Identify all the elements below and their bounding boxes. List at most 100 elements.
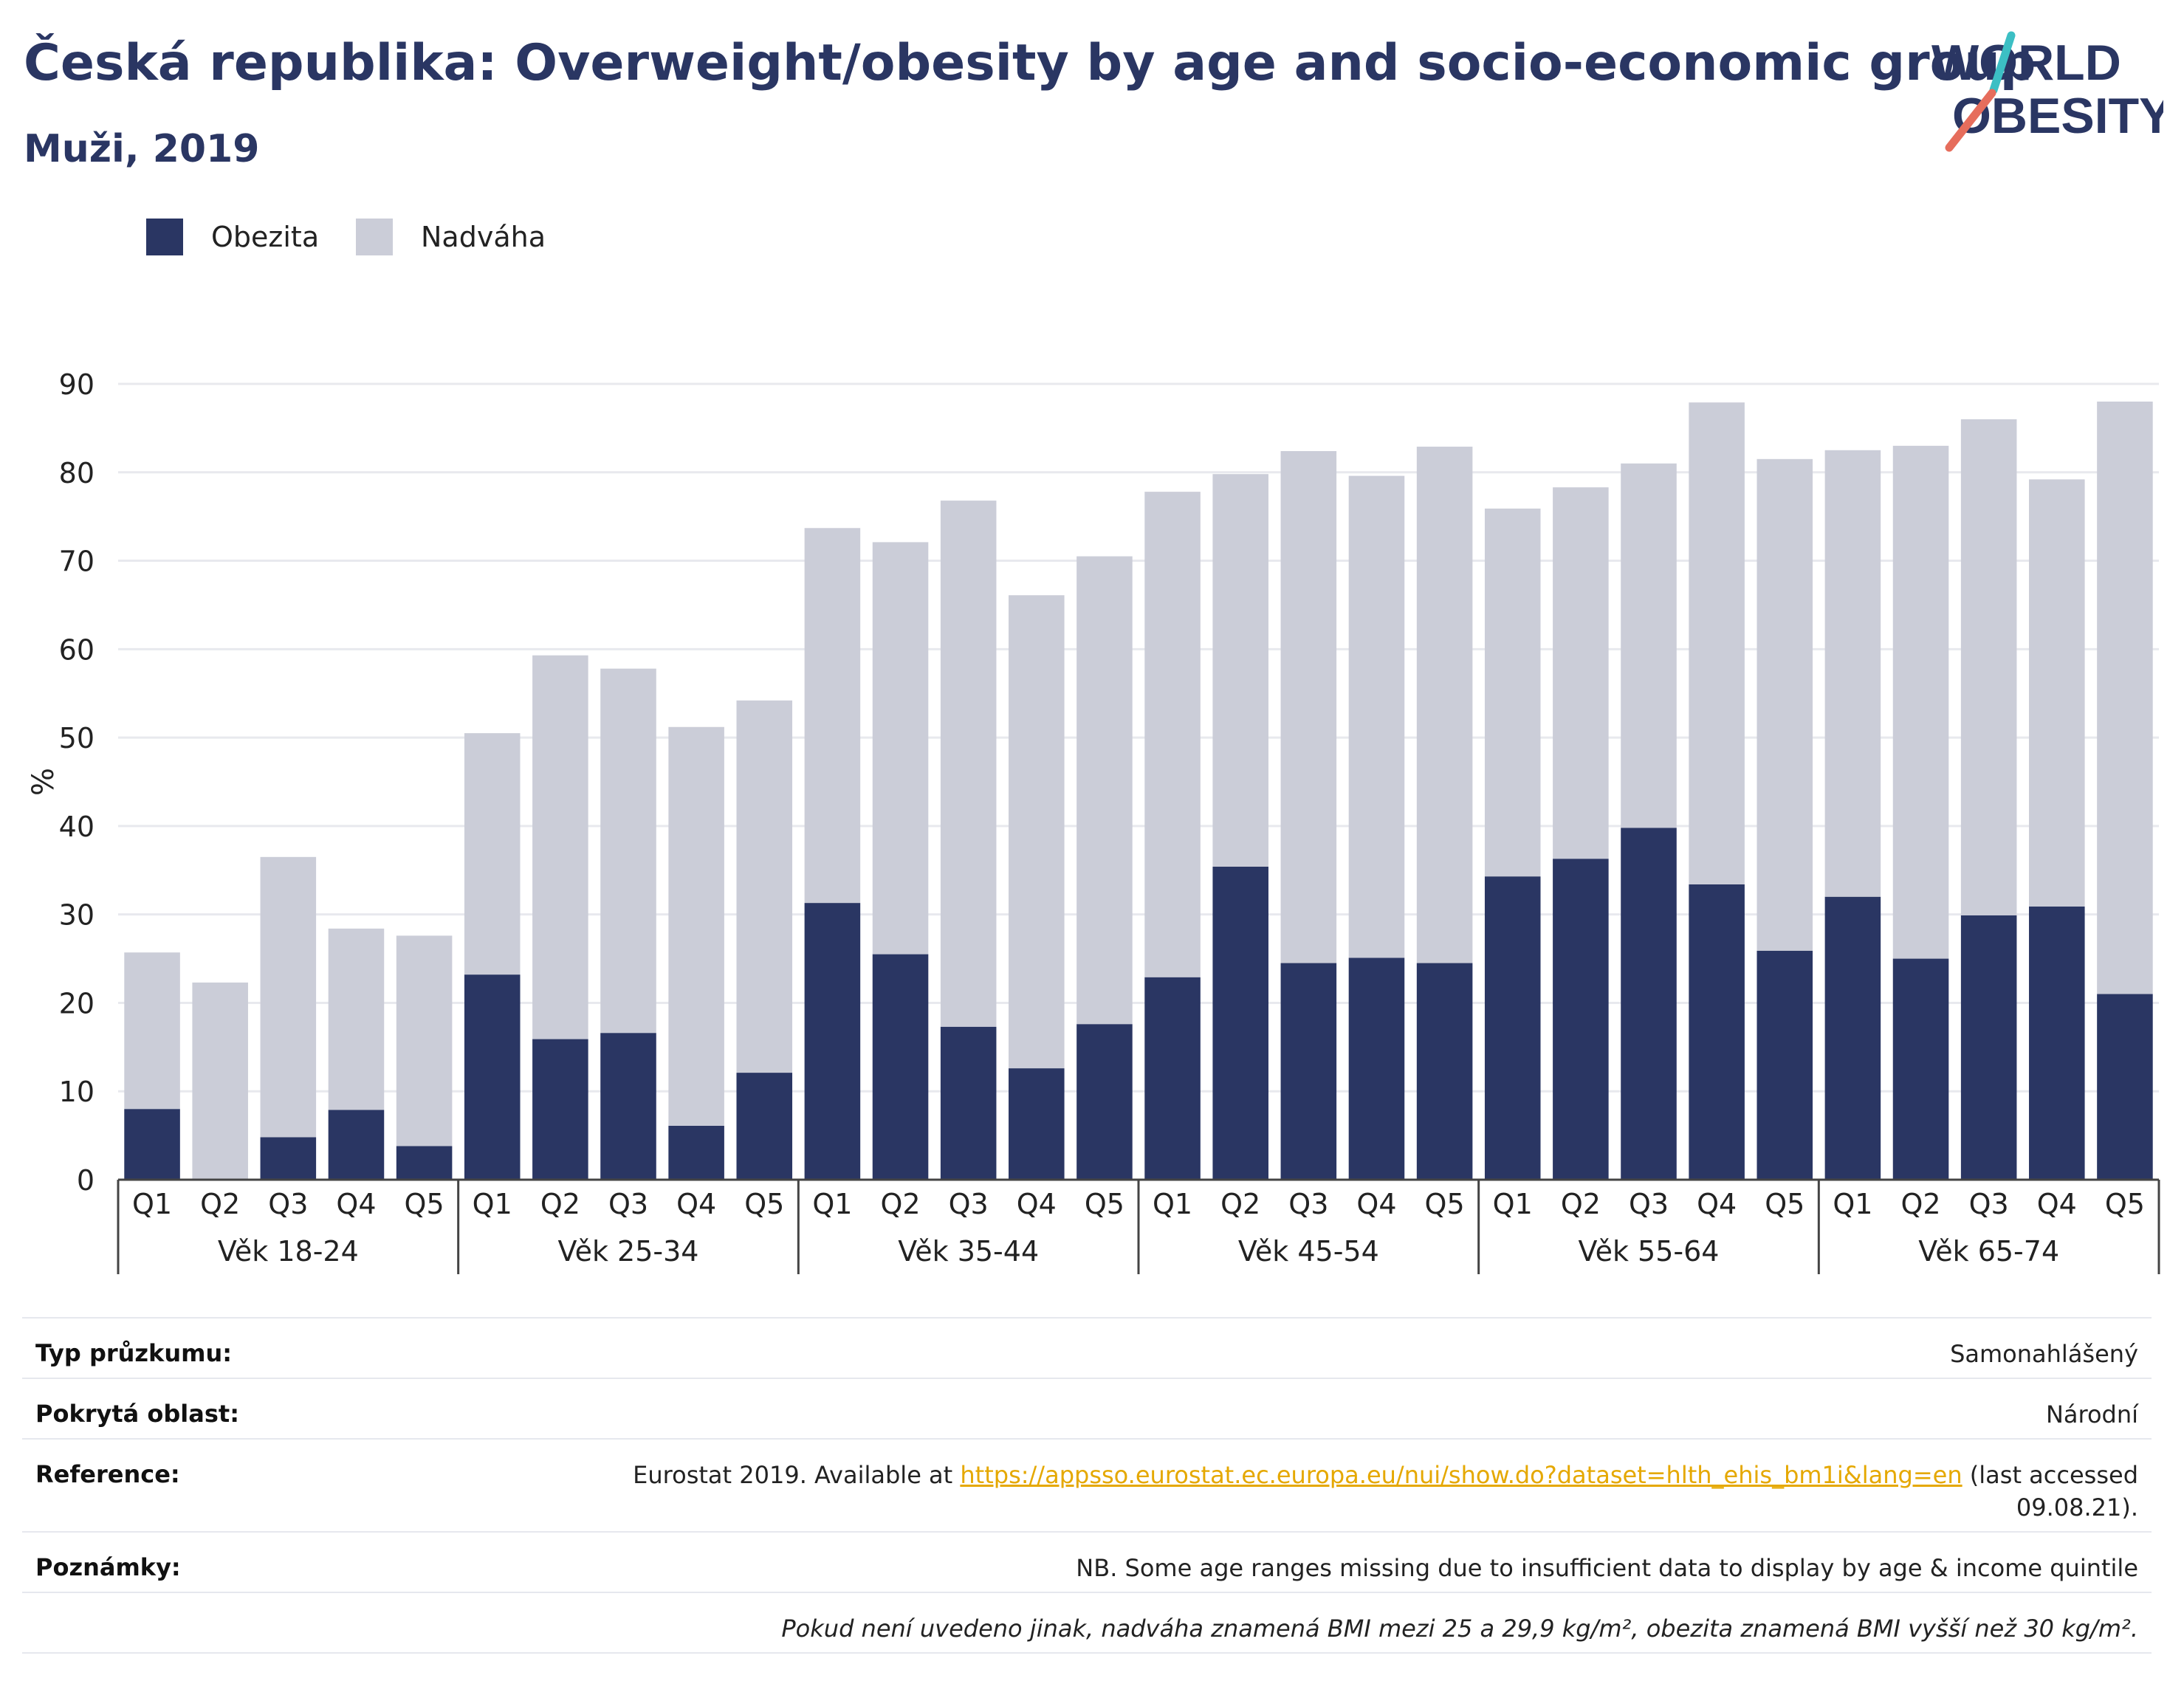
x-tick-label-g4-q3: Q3 (1288, 1188, 1328, 1220)
group-label-3: Věk 35-44 (898, 1235, 1039, 1268)
legend-label-obezita: Obezita (211, 221, 320, 253)
x-tick-label-g1-q5: Q5 (405, 1188, 444, 1220)
reference-link[interactable]: https://appsso.eurostat.ec.europa.eu/nui… (960, 1461, 1962, 1489)
bar-obezita-g6-q3 (1960, 915, 2017, 1180)
bar-nadvaha-g1-q1 (124, 952, 180, 1110)
x-tick-label-g2-q4: Q4 (676, 1188, 716, 1220)
bar-nadvaha-g2-q3 (600, 668, 656, 1034)
bar-obezita-g6-q5 (2097, 994, 2153, 1180)
bar-nadvaha-g6-q5 (2097, 401, 2153, 994)
bar-nadvaha-g3-q2 (872, 542, 929, 955)
bar-nadvaha-g3-q1 (804, 528, 861, 904)
group-label-2: Věk 25-34 (558, 1235, 699, 1268)
bar-obezita-g6-q4 (2029, 906, 2085, 1180)
bar-obezita-g5-q2 (1553, 859, 1609, 1180)
bar-nadvaha-g2-q1 (464, 733, 521, 975)
x-tick-label-g2-q2: Q2 (540, 1188, 580, 1220)
bar-obezita-g3-q1 (804, 903, 861, 1180)
bar-obezita-g4-q2 (1212, 866, 1268, 1180)
x-tick-label-g1-q4: Q4 (336, 1188, 376, 1220)
x-tick-label-g3-q5: Q5 (1085, 1188, 1124, 1220)
y-tick-label-60: 60 (59, 633, 95, 666)
bar-nadvaha-g4-q1 (1144, 492, 1201, 977)
x-tick-label-g5-q4: Q4 (1697, 1188, 1737, 1220)
bar-nadvaha-g4-q5 (1416, 447, 1473, 963)
info-row-definition: Pokud není uvedeno jinak, nadváha znamen… (22, 1592, 2152, 1654)
chart-subtitle: Muži, 2019 (24, 127, 260, 171)
y-tick-label-80: 80 (59, 457, 95, 489)
bar-obezita-g3-q3 (940, 1026, 997, 1180)
bar-obezita-g2-q2 (532, 1039, 588, 1180)
reference-suffix-date: 09.08.21). (2016, 1493, 2138, 1522)
bar-nadvaha-g2-q2 (532, 655, 588, 1039)
info-table: Typ průzkumu: Samonahlášený Pokrytá obla… (22, 1317, 2152, 1654)
bar-nadvaha-g6-q1 (1824, 450, 1881, 897)
y-tick-label-90: 90 (59, 368, 95, 401)
bar-obezita-g1-q4 (328, 1110, 385, 1180)
x-tick-label-g4-q5: Q5 (1425, 1188, 1465, 1220)
bar-obezita-g5-q4 (1689, 884, 1745, 1180)
bar-obezita-g3-q2 (872, 954, 929, 1180)
group-label-1: Věk 18-24 (218, 1235, 359, 1268)
info-row-coverage: Pokrytá oblast: Národní (22, 1378, 2152, 1438)
chart-title: Česká republika: Overweight/obesity by a… (24, 34, 2036, 92)
bar-nadvaha-g3-q3 (940, 501, 997, 1027)
x-tick-label-g2-q5: Q5 (744, 1188, 784, 1220)
bar-nadvaha-g1-q5 (396, 935, 453, 1146)
y-tick-label-40: 40 (59, 811, 95, 843)
logo-slash-top (1989, 31, 2016, 94)
bar-nadvaha-g3-q4 (1009, 595, 1065, 1069)
info-row-survey-type: Typ průzkumu: Samonahlášený (22, 1317, 2152, 1378)
y-tick-label-20: 20 (59, 987, 95, 1020)
bar-obezita-g4-q3 (1280, 963, 1337, 1180)
info-value-coverage: Národní (2045, 1400, 2138, 1428)
bar-obezita-g4-q4 (1348, 957, 1405, 1180)
x-tick-label-g4-q2: Q2 (1220, 1188, 1260, 1220)
info-row-notes: Poznámky: NB. Some age ranges missing du… (22, 1531, 2152, 1592)
bar-nadvaha-g6-q2 (1892, 445, 1949, 959)
bar-nadvaha-g6-q3 (1960, 419, 2017, 915)
stacked-bar-chart: 0 10 20 30 40 50 60 70 80 90% Q1 Q2 Q3 Q4 Q5 Věk 18-24 Q… (27, 368, 2160, 1274)
reference-suffix: (last accessed (1969, 1461, 2138, 1489)
x-tick-label-g6-q4: Q4 (2037, 1188, 2077, 1220)
x-tick-label-g6-q5: Q5 (2105, 1188, 2145, 1220)
x-tick-label-g3-q3: Q3 (949, 1188, 989, 1220)
logo-text-world: WORLD (1931, 35, 2121, 91)
definition-note: Pokud není uvedeno jinak, nadváha znamen… (781, 1615, 2138, 1643)
info-value-survey-type: Samonahlášený (1950, 1340, 2138, 1368)
world-obesity-logo: WORLD OBESITY (1931, 31, 2163, 152)
bar-obezita-g1-q1 (124, 1109, 180, 1180)
x-tick-label-g1-q2: Q2 (200, 1188, 240, 1220)
bar-nadvaha-g1-q2 (192, 982, 248, 1180)
y-tick-label-70: 70 (59, 546, 95, 578)
group-label-4: Věk 45-54 (1238, 1235, 1379, 1268)
x-tick-label-g5-q2: Q2 (1561, 1188, 1601, 1220)
bar-nadvaha-g5-q4 (1689, 402, 1745, 884)
bar-obezita-g2-q3 (600, 1033, 656, 1180)
bar-nadvaha-g5-q2 (1553, 487, 1609, 859)
bar-obezita-g4-q1 (1144, 977, 1201, 1180)
bar-nadvaha-g4-q4 (1348, 475, 1405, 958)
group-label-5: Věk 55-64 (1579, 1235, 1720, 1268)
y-axis-label: % (27, 768, 61, 796)
info-value-reference: Eurostat 2019. Available at https://apps… (301, 1459, 2138, 1524)
bar-obezita-g6-q2 (1892, 958, 1949, 1180)
legend-swatch-nadvaha (356, 219, 393, 255)
bar-nadvaha-g5-q1 (1484, 508, 1541, 877)
bar-nadvaha-g4-q3 (1280, 451, 1337, 963)
x-tick-label-g5-q3: Q3 (1629, 1188, 1669, 1220)
info-key-reference: Reference: (35, 1460, 180, 1488)
x-tick-label-g4-q4: Q4 (1356, 1188, 1396, 1220)
logo-slash-bottom (1945, 89, 1996, 152)
x-tick-label-g5-q5: Q5 (1765, 1188, 1804, 1220)
bar-nadvaha-g3-q5 (1076, 556, 1133, 1025)
logo-text-obesity: OBESITY (1952, 88, 2163, 144)
y-tick-label-10: 10 (59, 1076, 95, 1108)
x-tick-label-g3-q1: Q1 (812, 1188, 852, 1220)
bar-obezita-g3-q4 (1009, 1068, 1065, 1180)
bar-obezita-g4-q5 (1416, 963, 1473, 1180)
bar-nadvaha-g2-q4 (668, 726, 724, 1126)
x-tick-label-g6-q3: Q3 (1969, 1188, 2009, 1220)
info-value-notes: NB. Some age ranges missing due to insuf… (1076, 1554, 2138, 1582)
legend-item-obezita: Obezita (146, 219, 319, 255)
